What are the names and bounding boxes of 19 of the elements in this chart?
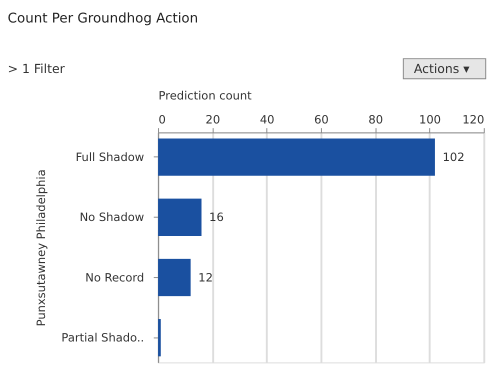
- text: Actions ▾: [414, 61, 470, 76]
- text: > 1 Filter: [8, 61, 66, 76]
- x-tick-label: 60: [314, 112, 329, 126]
- chart-title: Count Per Groundhog Action: [8, 12, 198, 27]
- y-tick-label: No Shadow: [80, 210, 144, 224]
- y-axis-title: Punxsutawney Philadelphia: [34, 169, 48, 326]
- y-tick-label: No Record: [85, 270, 144, 284]
- x-tick-label: 20: [206, 112, 220, 126]
- data-label: 102: [442, 150, 465, 164]
- data-label: 12: [198, 270, 213, 284]
- x-tick-label: 0: [158, 112, 166, 126]
- x-tick-label: 100: [419, 112, 441, 126]
- x-tick-label: 120: [462, 112, 484, 126]
- data-label: 16: [209, 210, 224, 224]
- x-tick-label: 40: [260, 112, 274, 126]
- x-axis-title: Prediction count: [158, 88, 252, 102]
- y-tick-label: Partial Shado..: [61, 330, 144, 345]
- y-tick-label: Full Shadow: [76, 150, 144, 164]
- x-tick-label: 80: [368, 112, 384, 126]
